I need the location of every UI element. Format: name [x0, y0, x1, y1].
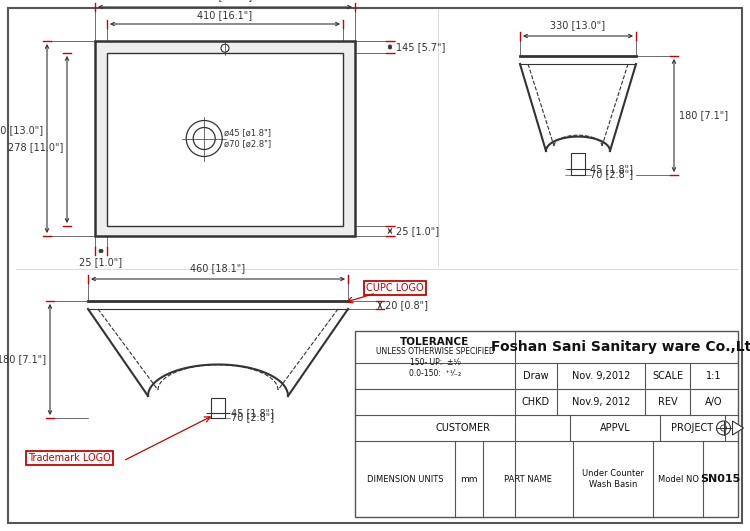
Circle shape — [194, 127, 215, 150]
Text: REV: REV — [658, 397, 677, 407]
Bar — [355, 331, 738, 517]
Text: APPVL: APPVL — [600, 423, 630, 433]
Text: Model NO: Model NO — [658, 475, 698, 484]
Text: 70 [2.8"]: 70 [2.8"] — [590, 169, 633, 179]
Text: 25 [1.0"]: 25 [1.0"] — [80, 257, 122, 267]
Text: PROJECT: PROJECT — [671, 423, 713, 433]
Text: 45 [1.8"]: 45 [1.8"] — [590, 164, 633, 174]
Text: SCALE: SCALE — [652, 371, 683, 381]
Text: 330 [13.0"]: 330 [13.0"] — [550, 20, 605, 30]
Bar — [95, 41, 355, 236]
Text: ø45 [ø1.8"]: ø45 [ø1.8"] — [224, 128, 272, 137]
Text: 150- UP:  ±¹⁄₀: 150- UP: ±¹⁄₀ — [410, 358, 460, 367]
Text: 45 [1.8"]: 45 [1.8"] — [231, 408, 274, 418]
Text: Trademark LOGO: Trademark LOGO — [28, 453, 111, 463]
Text: DIMENSION UNITS: DIMENSION UNITS — [367, 475, 443, 484]
Text: SN015: SN015 — [700, 474, 740, 484]
Text: Nov.9, 2012: Nov.9, 2012 — [572, 397, 630, 407]
Text: PART NAME: PART NAME — [504, 475, 552, 484]
Text: 25 [1.0"]: 25 [1.0"] — [396, 226, 439, 236]
Bar — [107, 53, 343, 226]
Circle shape — [221, 44, 229, 52]
Text: 330 [13.0"]: 330 [13.0"] — [0, 125, 43, 135]
Text: 20 [0.8"]: 20 [0.8"] — [385, 300, 428, 310]
Text: 278 [11.0"]: 278 [11.0"] — [8, 142, 63, 152]
Text: 410 [16.1"]: 410 [16.1"] — [197, 10, 253, 20]
Text: 145 [5.7"]: 145 [5.7"] — [396, 42, 445, 52]
Text: 180 [7.1"]: 180 [7.1"] — [0, 355, 46, 364]
Text: Draw: Draw — [524, 371, 549, 381]
Polygon shape — [733, 421, 743, 435]
Text: 70 [2.8"]: 70 [2.8"] — [231, 412, 274, 422]
Text: ø70 [ø2.8"]: ø70 [ø2.8"] — [224, 139, 272, 148]
Circle shape — [186, 121, 222, 157]
Text: Nov. 9,2012: Nov. 9,2012 — [572, 371, 630, 381]
Bar — [571, 153, 585, 175]
Text: 1:1: 1:1 — [706, 371, 722, 381]
Text: CUPC LOGO: CUPC LOGO — [366, 283, 424, 293]
Circle shape — [721, 425, 727, 431]
Text: Under Counter
Wash Basin: Under Counter Wash Basin — [582, 469, 644, 489]
Text: CHKD: CHKD — [522, 397, 550, 407]
Text: 180 [7.1"]: 180 [7.1"] — [679, 110, 728, 121]
Text: 460 [18.1"]: 460 [18.1"] — [190, 263, 245, 273]
Text: 0.0-150:  ⁺¹⁄₋₂: 0.0-150: ⁺¹⁄₋₂ — [409, 369, 461, 378]
Text: TOLERANCE: TOLERANCE — [400, 337, 470, 347]
Text: UNLESS OTHERWISE SPECIFIED: UNLESS OTHERWISE SPECIFIED — [376, 347, 494, 356]
Text: CUSTOMER: CUSTOMER — [435, 423, 490, 433]
Text: mm: mm — [460, 475, 478, 484]
Text: A/O: A/O — [705, 397, 723, 407]
Text: 460 [18.1"]: 460 [18.1"] — [197, 0, 253, 1]
Text: Foshan Sani Sanitary ware Co.,Ltd: Foshan Sani Sanitary ware Co.,Ltd — [491, 340, 750, 354]
Circle shape — [716, 421, 730, 435]
Bar — [211, 398, 225, 418]
